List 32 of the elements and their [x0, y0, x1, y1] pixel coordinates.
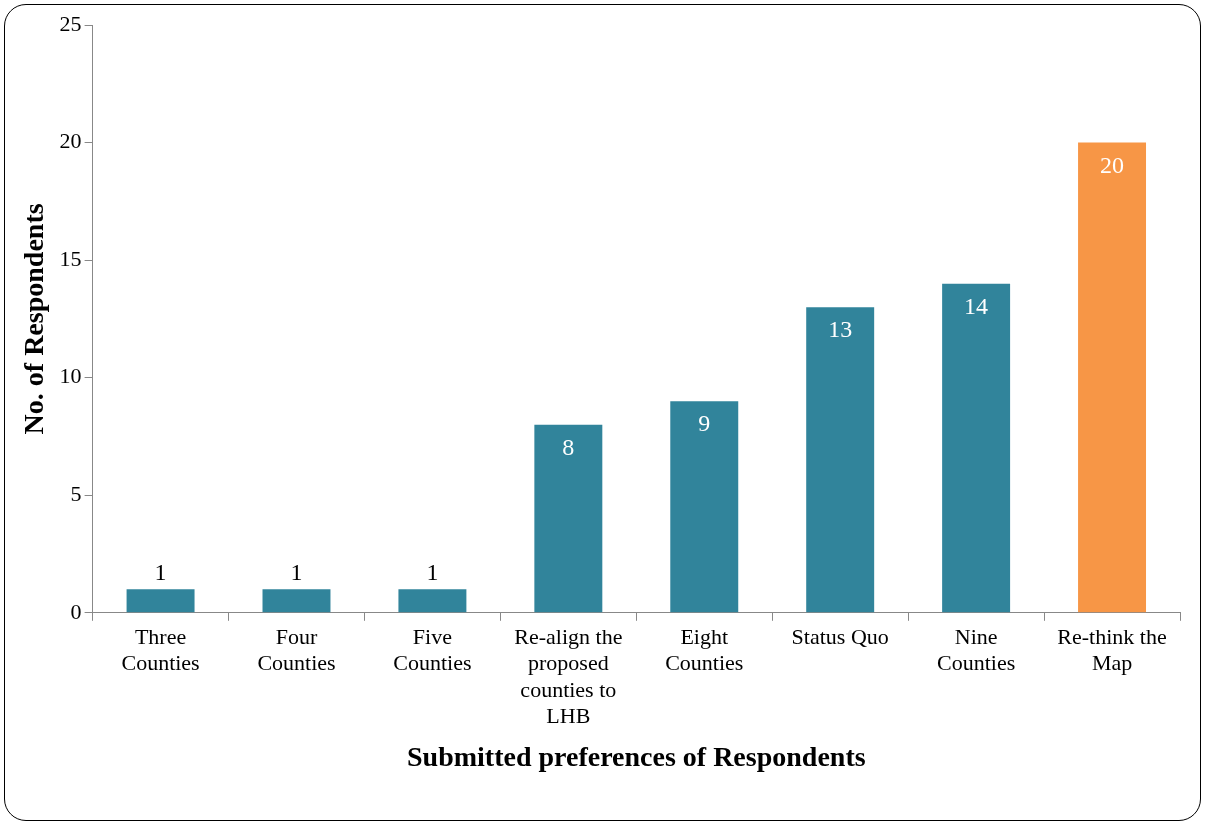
bar [1078, 142, 1147, 613]
data-label: 1 [290, 558, 303, 585]
data-label: 1 [426, 558, 439, 585]
data-label: 20 [1100, 151, 1125, 178]
data-label: 14 [964, 292, 989, 319]
data-label: 1 [154, 558, 167, 585]
bar [398, 589, 467, 613]
x-tick-label: Re-align the proposed counties to LHB [514, 623, 623, 728]
y-axis-title: No. of Respondents [18, 203, 50, 435]
x-axis-title: Submitted preferences of Respondents [406, 741, 866, 773]
x-tick-label: Status Quo [791, 623, 889, 649]
x-tick-label: Five Counties [393, 623, 472, 676]
data-label: 8 [562, 434, 575, 460]
x-tick-label: Four Counties [257, 623, 336, 676]
data-label: 13 [828, 316, 853, 343]
x-tick-label: Three Counties [121, 623, 200, 676]
bar [534, 424, 603, 613]
bar [670, 401, 739, 613]
y-tick-label: 15 [59, 245, 82, 271]
bar [806, 307, 875, 613]
bar [262, 589, 331, 613]
y-tick-label: 5 [70, 481, 82, 507]
x-tick-label: Re-think the Map [1057, 623, 1167, 676]
y-tick-label: 20 [59, 128, 82, 154]
y-tick-label: 10 [59, 363, 82, 389]
x-tick-label: Nine Counties [937, 623, 1016, 676]
data-label: 9 [698, 410, 711, 437]
bar [126, 589, 195, 613]
y-tick-label: 0 [70, 598, 82, 624]
bar [942, 283, 1011, 613]
x-tick-label: Eight Counties [665, 623, 744, 676]
y-tick-label: 25 [59, 10, 82, 36]
